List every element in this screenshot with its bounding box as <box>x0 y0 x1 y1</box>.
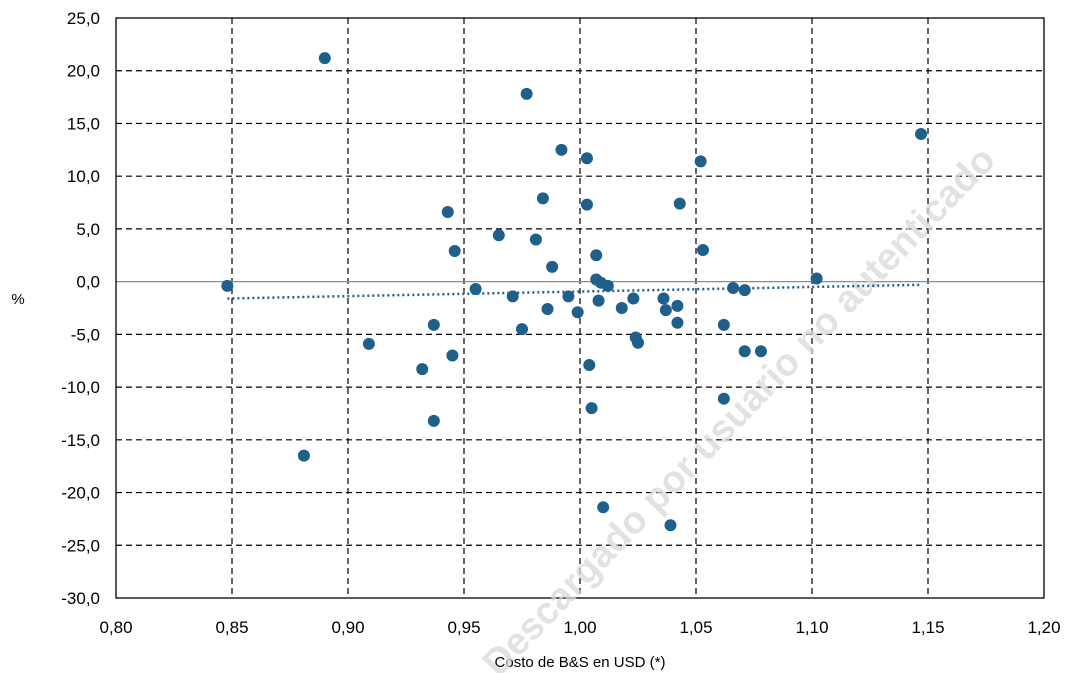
y-tick-label: -5,0 <box>71 325 100 344</box>
scatter-point <box>657 292 670 305</box>
watermark-text: Descargado por usuario no autenticado <box>475 139 1004 673</box>
scatter-point <box>590 249 603 262</box>
scatter-point <box>585 402 598 415</box>
scatter-point <box>318 52 331 65</box>
scatter-point <box>529 233 542 246</box>
y-tick-label: 0,0 <box>76 273 100 292</box>
scatter-point <box>627 292 640 305</box>
scatter-point <box>615 302 628 314</box>
plot-area-frame <box>115 17 1045 599</box>
scatter-point <box>583 358 596 371</box>
x-tick-label: 1,05 <box>679 618 712 637</box>
x-tick-label: 0,85 <box>215 618 248 637</box>
scatter-point <box>673 197 686 210</box>
scatter-point <box>717 392 730 405</box>
x-tick-label: 1,00 <box>563 618 596 637</box>
y-tick-label: 5,0 <box>76 220 100 239</box>
scatter-point <box>221 279 234 292</box>
scatter-point <box>297 449 310 462</box>
scatter-point <box>362 337 375 350</box>
scatter-point <box>671 316 684 329</box>
scatter-point <box>754 345 767 358</box>
scatter-point <box>694 155 707 168</box>
x-tick-label: 1,20 <box>1027 618 1060 637</box>
scatter-point <box>671 299 684 312</box>
scatter-point <box>696 244 709 256</box>
x-tick-label: 0,95 <box>447 618 480 637</box>
scatter-point <box>448 245 461 258</box>
scatter-point <box>738 345 751 358</box>
scatter-point <box>592 294 605 307</box>
scatter-point <box>555 143 568 156</box>
scatter-point <box>441 206 454 219</box>
y-tick-label: -25,0 <box>61 536 100 555</box>
scatter-point <box>571 306 584 319</box>
trend-line <box>227 283 922 300</box>
scatter-point <box>536 192 549 205</box>
scatter-point <box>601 279 614 292</box>
scatter-point <box>915 128 928 140</box>
scatter-point <box>717 318 730 331</box>
scatter-point <box>446 349 459 362</box>
y-axis-tick-labels: 25,0 20,0 15,0 10,0 5,0 0,0 -5,0 -10,0 -15,0 -20,… <box>61 9 100 608</box>
scatter-point <box>580 152 593 165</box>
x-axis-tick-labels: 0,80 0,85 0,90 0,95 1,00 1,05 1,10 1,15 1,20 <box>99 618 1060 637</box>
scatter-point <box>506 290 519 303</box>
scatter-point <box>492 229 505 242</box>
scatter-point <box>427 318 440 331</box>
scatter-point <box>562 290 575 303</box>
x-axis-title: Costo de B&S en USD (*) <box>495 654 666 671</box>
data-points <box>221 52 928 532</box>
x-tick-label: 0,80 <box>99 618 132 637</box>
y-tick-label: -10,0 <box>61 378 100 397</box>
y-tick-label: -20,0 <box>61 484 100 503</box>
scatter-point <box>664 519 677 532</box>
y-tick-label: 25,0 <box>67 9 100 28</box>
scatter-point <box>469 283 482 296</box>
y-tick-label: 15,0 <box>67 114 100 133</box>
x-tick-label: 1,10 <box>795 618 828 637</box>
scatter-point <box>632 336 644 349</box>
y-tick-label: 20,0 <box>67 62 100 81</box>
scatter-point <box>541 303 554 316</box>
x-tick-label: 0,90 <box>331 618 364 637</box>
x-tick-label: 1,15 <box>911 618 944 637</box>
scatter-point <box>659 304 672 317</box>
y-tick-label: 10,0 <box>67 167 100 186</box>
scatter-point <box>580 198 593 211</box>
scatter-point <box>546 260 559 273</box>
y-tick-label: -15,0 <box>61 431 100 450</box>
y-axis-title: % <box>11 291 24 308</box>
scatter-point <box>520 87 533 100</box>
scatter-point <box>810 272 823 285</box>
scatter-point <box>416 363 429 376</box>
y-tick-label: -30,0 <box>61 589 100 608</box>
scatter-point <box>597 501 610 514</box>
scatter-point <box>738 284 751 297</box>
scatter-point <box>727 281 740 294</box>
scatter-point <box>427 414 440 427</box>
scatter-point <box>516 323 528 336</box>
